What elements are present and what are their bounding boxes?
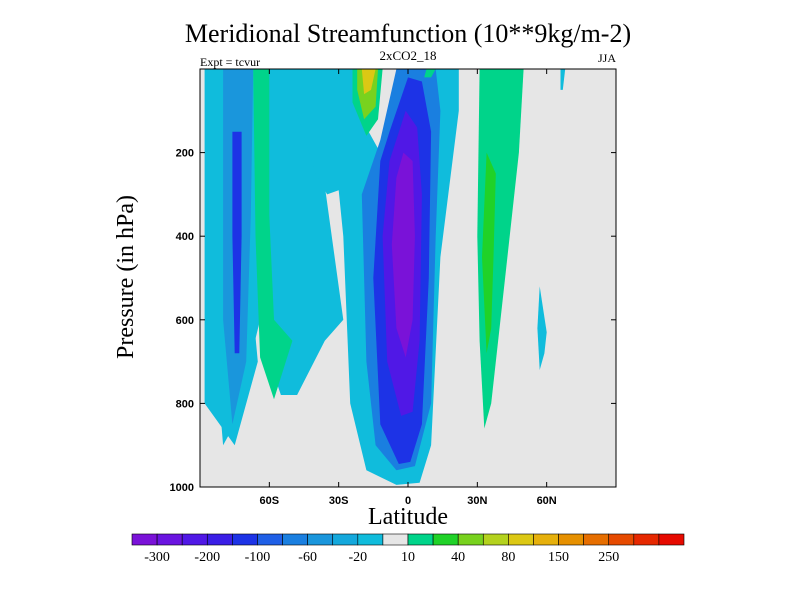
colorbar-swatch-17 <box>558 533 584 546</box>
colorbar-swatch-9 <box>357 533 384 546</box>
colorbar-label: 150 <box>548 550 569 565</box>
x-tick-label: 60N <box>537 495 557 507</box>
y-tick-label: 800 <box>176 398 194 410</box>
colorbar-label: -20 <box>348 550 367 565</box>
y-tick-label: 400 <box>176 231 194 243</box>
y-axis-label: Pressure (in hPa) <box>113 195 139 359</box>
x-tick-label: 60S <box>260 495 280 507</box>
colorbar-label: 10 <box>401 550 415 565</box>
colorbar-swatch-15 <box>508 533 534 546</box>
contour-region-3 <box>232 131 242 354</box>
colorbar-label: -300 <box>144 550 170 565</box>
x-tick-label: 0 <box>405 495 411 507</box>
contour-region-4 <box>257 69 344 395</box>
colorbar-swatch-4 <box>232 533 258 546</box>
colorbar-swatch-12 <box>432 533 459 546</box>
colorbar-label: -200 <box>194 550 220 565</box>
colorbar-swatch-2 <box>181 533 208 546</box>
subtitle-right: JJA <box>598 51 616 65</box>
contour-region-17 <box>560 69 566 90</box>
contour-region-16 <box>482 152 496 354</box>
colorbar-swatch-8 <box>332 533 359 546</box>
colorbar-swatch-3 <box>206 533 233 546</box>
y-tick-label: 200 <box>176 148 194 160</box>
colorbar-swatch-18 <box>583 533 610 546</box>
colorbar-swatch-5 <box>257 533 283 546</box>
colorbar-swatch-19 <box>608 533 635 546</box>
contour-region-10 <box>253 69 293 400</box>
colorbar-label: -60 <box>298 550 317 565</box>
colorbar-swatch-7 <box>307 533 334 546</box>
colorbar-swatch-20 <box>633 533 660 546</box>
colorbar-label: 80 <box>501 550 515 565</box>
colorbar-swatch-1 <box>156 533 183 546</box>
contour-region-18 <box>537 286 547 370</box>
colorbar: -300 -200 -100 -60 -20 10 40 80 150 250 <box>131 533 685 565</box>
y-tick-label: 600 <box>176 315 194 327</box>
colorbar-swatch-11 <box>407 533 434 546</box>
colorbar-label: 40 <box>451 550 465 565</box>
x-tick-label: 30S <box>329 495 349 507</box>
colorbar-swatch-10 <box>382 533 409 546</box>
contour-layer <box>199 68 617 488</box>
colorbar-label: -100 <box>245 550 271 565</box>
colorbar-swatch-13 <box>457 533 484 546</box>
subtitle-center: 2xCO2_18 <box>379 48 436 63</box>
subtitle-left: Expt = tcvur <box>200 55 260 69</box>
colorbar-swatch-21 <box>658 533 685 546</box>
tick-layer: 60S 30S 0 30N 60N 200 400 600 800 1000 <box>170 69 616 507</box>
x-tick-label: 30N <box>467 495 487 507</box>
contour-region-9 <box>391 152 415 358</box>
colorbar-label: 250 <box>598 550 619 565</box>
contour-region-14 <box>424 69 436 78</box>
colorbar-swatch-6 <box>282 533 308 546</box>
colorbar-swatch-0 <box>131 533 158 546</box>
x-axis-label: Latitude <box>368 504 448 530</box>
y-tick-label: 1000 <box>170 482 194 494</box>
contour-region-13 <box>361 69 376 95</box>
chart-title: Meridional Streamfunction (10**9kg/m-2) <box>185 19 631 48</box>
colorbar-swatch-16 <box>533 533 559 546</box>
colorbar-swatch-14 <box>482 533 509 546</box>
